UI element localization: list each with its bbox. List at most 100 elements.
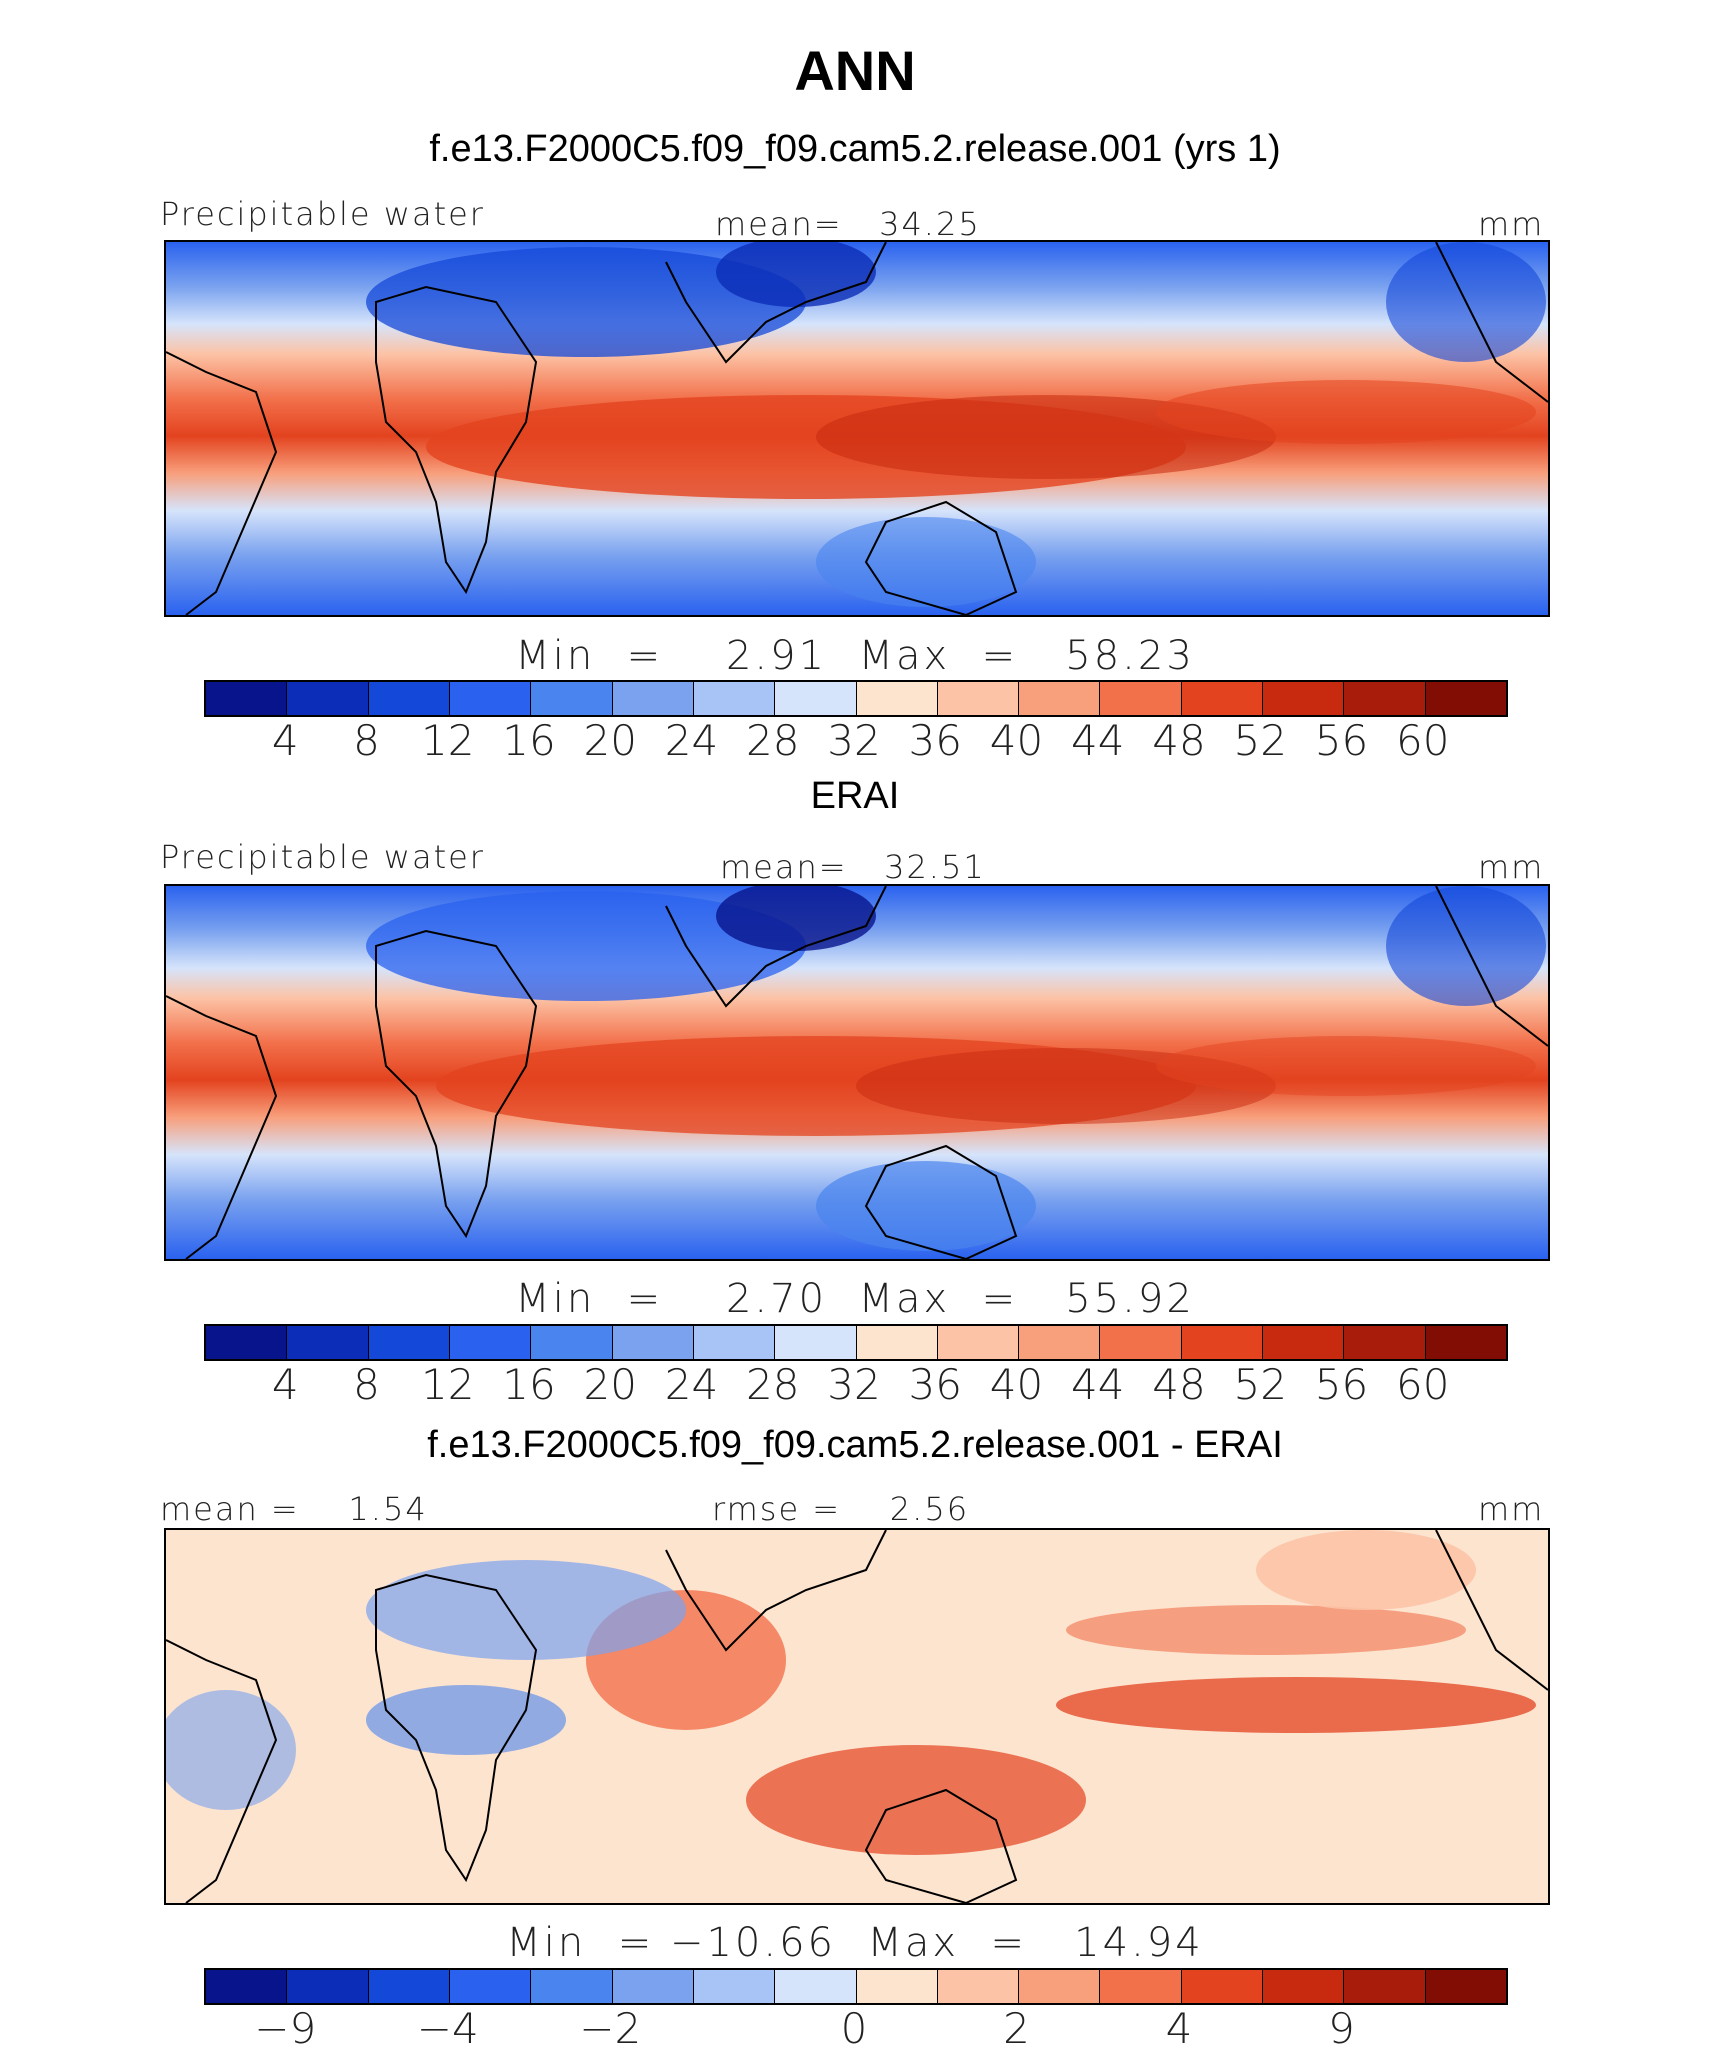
- colorbar-1-swatch: [1263, 682, 1345, 715]
- colorbar-2-swatch: [1263, 1326, 1345, 1359]
- colorbar-1-tick-label: 44: [1071, 716, 1125, 765]
- colorbar-1-swatch: [1019, 682, 1101, 715]
- colorbar-1-tick-label: 48: [1152, 716, 1206, 765]
- colorbar-1-swatch: [1181, 682, 1264, 715]
- colorbar-1-tick-label: 24: [664, 716, 719, 765]
- colorbar-1-tick-label: 12: [421, 716, 475, 765]
- colorbar-1-tick-label: 8: [353, 716, 380, 765]
- colorbar-2-swatch: [449, 1326, 532, 1359]
- colorbar-3-swatch: [206, 1970, 288, 2003]
- colorbar-3-swatch: [368, 1970, 450, 2003]
- colorbar-3-tick-label: −2: [579, 2004, 642, 2053]
- colorbar-2-tick-label: 12: [421, 1360, 475, 1409]
- colorbar-2-tick-label: 56: [1314, 1360, 1369, 1409]
- panel-3-colorbar: [204, 1968, 1508, 2005]
- panel-1-min-max: Min = 2.91 Max = 58.23: [515, 633, 1195, 679]
- colorbar-3-swatch: [612, 1970, 694, 2003]
- colorbar-1-tick-label: 36: [908, 716, 962, 765]
- colorbar-1-tick-label: 40: [989, 716, 1044, 765]
- panel-2-mean-label: mean= 32.51: [720, 848, 986, 886]
- colorbar-2-swatch: [206, 1326, 288, 1359]
- panel-1-colorbar: [204, 680, 1508, 717]
- panel-1-mean-label: mean= 34.25: [715, 205, 981, 243]
- panel-2-map: [164, 884, 1550, 1261]
- colorbar-1-swatch: [693, 682, 776, 715]
- colorbar-2-tick-label: 44: [1071, 1360, 1125, 1409]
- colorbar-3-swatch: [937, 1970, 1020, 2003]
- colorbar-3-tick-label: −9: [254, 2004, 317, 2053]
- panel-3-rmse-label: rmse = 2.56: [712, 1490, 970, 1528]
- colorbar-3-tick-label: 9: [1328, 2004, 1355, 2053]
- colorbar-1-tick-label: 20: [583, 716, 637, 765]
- colorbar-3-swatch: [1344, 1970, 1426, 2003]
- colorbar-1-tick-label: 4: [271, 716, 299, 765]
- colorbar-1-swatch: [287, 682, 369, 715]
- colorbar-2-tick-label: 60: [1396, 1360, 1450, 1409]
- panel-1-units-label: mm: [1478, 205, 1545, 243]
- panel-3-map-field: [166, 1530, 1548, 1903]
- colorbar-2-tick-label: 36: [908, 1360, 962, 1409]
- panel-3-min-max: Min = −10.66 Max = 14.94: [506, 1920, 1204, 1966]
- colorbar-3-tick-label: 0: [840, 2004, 868, 2053]
- colorbar-3-swatch: [1181, 1970, 1264, 2003]
- colorbar-3-swatch: [1019, 1970, 1101, 2003]
- colorbar-1-swatch: [775, 682, 857, 715]
- colorbar-2-tick-label: 24: [664, 1360, 719, 1409]
- colorbar-2-tick-label: 48: [1152, 1360, 1206, 1409]
- colorbar-1-swatch: [1425, 682, 1506, 715]
- colorbar-2-swatch: [368, 1326, 450, 1359]
- colorbar-1-swatch: [206, 682, 288, 715]
- colorbar-2-tick-label: 52: [1233, 1360, 1287, 1409]
- colorbar-2-swatch: [1100, 1326, 1182, 1359]
- colorbar-2-tick-label: 40: [989, 1360, 1044, 1409]
- colorbar-1-swatch: [449, 682, 532, 715]
- panel-3-units-label: mm: [1478, 1490, 1545, 1528]
- colorbar-1-swatch: [856, 682, 938, 715]
- colorbar-2-swatch: [531, 1326, 613, 1359]
- colorbar-2-swatch: [1425, 1326, 1506, 1359]
- colorbar-2-swatch: [775, 1326, 857, 1359]
- colorbar-2-tick-label: 8: [353, 1360, 380, 1409]
- colorbar-3-swatch: [449, 1970, 532, 2003]
- colorbar-2-swatch: [1344, 1326, 1426, 1359]
- colorbar-3-swatch: [1100, 1970, 1182, 2003]
- colorbar-1-tick-label: 60: [1396, 716, 1450, 765]
- panel-2-units-label: mm: [1478, 848, 1545, 886]
- colorbar-2-tick-label: 16: [502, 1360, 556, 1409]
- colorbar-1-swatch: [612, 682, 694, 715]
- colorbar-3-swatch: [693, 1970, 776, 2003]
- colorbar-2-tick-label: 28: [746, 1360, 800, 1409]
- panel-1-title: f.e13.F2000C5.f09_f09.cam5.2.release.001…: [429, 128, 1281, 170]
- colorbar-1-tick-label: 16: [502, 716, 556, 765]
- panel-2-min-max: Min = 2.70 Max = 55.92: [515, 1276, 1195, 1322]
- colorbar-2-swatch: [287, 1326, 369, 1359]
- panel-1-map-field: [166, 242, 1548, 615]
- colorbar-2-swatch: [856, 1326, 938, 1359]
- colorbar-3-swatch: [1263, 1970, 1345, 2003]
- colorbar-2-tick-label: 32: [827, 1360, 881, 1409]
- colorbar-2-tick-label: 4: [271, 1360, 299, 1409]
- colorbar-3-tick-label: −4: [416, 2004, 479, 2053]
- panel-2-title: ERAI: [810, 775, 900, 817]
- colorbar-2-swatch: [693, 1326, 776, 1359]
- colorbar-3-swatch: [856, 1970, 938, 2003]
- colorbar-3-swatch: [531, 1970, 613, 2003]
- colorbar-3-tick-label: 4: [1165, 2004, 1193, 2053]
- colorbar-1-tick-label: 28: [746, 716, 800, 765]
- colorbar-1-tick-label: 32: [827, 716, 881, 765]
- panel-1-field-label: Precipitable water: [160, 195, 485, 233]
- colorbar-1-swatch: [937, 682, 1020, 715]
- panel-3-mean-label: mean = 1.54: [160, 1490, 428, 1528]
- colorbar-3-swatch: [775, 1970, 857, 2003]
- panel-3-title: f.e13.F2000C5.f09_f09.cam5.2.release.001…: [427, 1424, 1283, 1466]
- colorbar-1-tick-label: 56: [1314, 716, 1369, 765]
- colorbar-2-swatch: [1019, 1326, 1101, 1359]
- panel-2-map-field: [166, 886, 1548, 1259]
- colorbar-2-swatch: [612, 1326, 694, 1359]
- colorbar-2-tick-label: 20: [583, 1360, 637, 1409]
- colorbar-1-swatch: [531, 682, 613, 715]
- panel-2-colorbar: [204, 1324, 1508, 1361]
- panel-2-field-label: Precipitable water: [160, 838, 485, 876]
- colorbar-3-swatch: [1425, 1970, 1506, 2003]
